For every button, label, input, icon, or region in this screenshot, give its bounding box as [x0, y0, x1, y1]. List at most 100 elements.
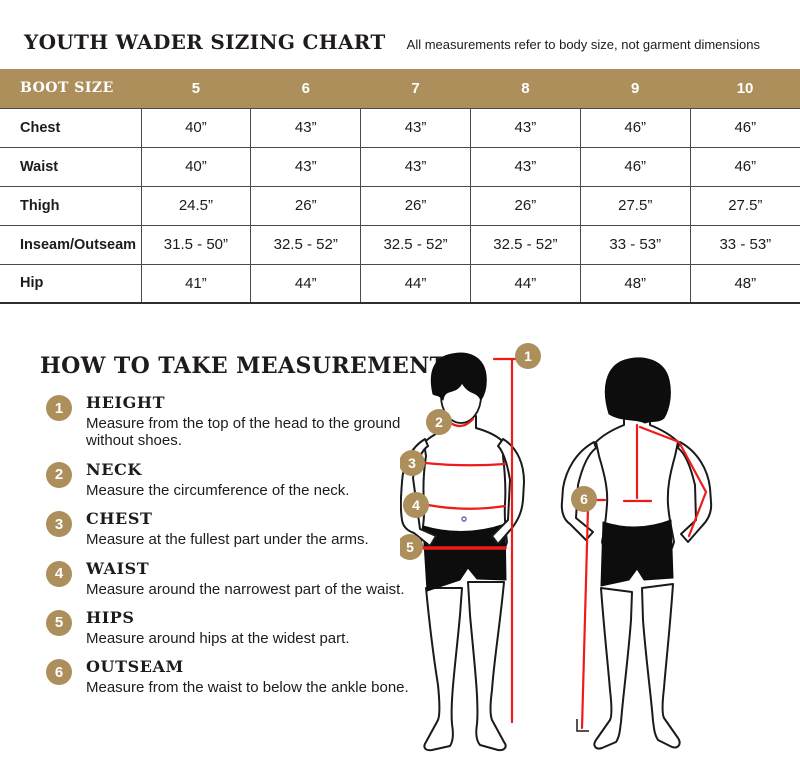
back-left-leg	[593, 587, 633, 750]
table-cell: 32.5 - 52”	[250, 224, 362, 265]
badge-number: 1	[524, 348, 532, 364]
step-number-badge-3: 3	[46, 511, 72, 538]
figures-illustration: 1 2 3 4 5 6	[400, 343, 713, 752]
badge-number: 5	[406, 539, 414, 555]
table-cell: 43”	[360, 146, 471, 187]
step-neck: 2 NECK Measure the circumference of the …	[46, 459, 438, 499]
back-hair	[604, 357, 671, 424]
table-row-waist: Waist 40” 43” 43” 43” 46” 46”	[0, 146, 800, 187]
chest-measure-line	[423, 461, 507, 467]
badge-circle	[426, 409, 452, 435]
table-cell: 43”	[469, 146, 581, 187]
badge-number: 2	[435, 414, 443, 430]
navel-mark	[461, 516, 467, 522]
table-cell: 48”	[689, 263, 800, 304]
figure-badge-5: 5	[400, 534, 423, 560]
table-cell: 46”	[579, 146, 691, 187]
step-chest: 3 CHEST Measure at the fullest part unde…	[46, 509, 438, 549]
column-header-size-8: 8	[470, 69, 581, 108]
step-description: Measure at the fullest part under the ar…	[86, 531, 369, 549]
badge-number: 4	[412, 497, 420, 513]
measurement-steps-list: 1 HEIGHT Measure from the top of the hea…	[46, 393, 438, 697]
column-header-size-6: 6	[250, 69, 361, 108]
step-title: WAIST	[86, 558, 150, 578]
table-cell: 46”	[689, 146, 800, 187]
column-header-size-10: 10	[690, 69, 800, 108]
step-number-badge-5: 5	[46, 609, 72, 636]
table-cell: 26”	[360, 185, 471, 226]
table-cell: 48”	[579, 263, 691, 304]
step-number-badge-6: 6	[46, 659, 72, 686]
back-right-leg	[641, 583, 681, 749]
badge-circle	[403, 492, 429, 518]
badge-circle	[515, 343, 541, 369]
table-cell: 44”	[250, 263, 362, 304]
figure-badge-6: 6	[571, 486, 597, 512]
row-label: Inseam/Outseam	[0, 224, 142, 265]
table-cell: 33 - 53”	[689, 224, 800, 265]
step-number-badge-2: 2	[46, 461, 72, 488]
badge-circle	[571, 486, 597, 512]
step-waist: 4 WAIST Measure around the narrowest par…	[46, 558, 438, 598]
step-outseam: 6 OUTSEAM Measure from the waist to belo…	[46, 658, 438, 696]
column-header-size-5: 5	[141, 69, 251, 108]
page-title: YOUTH WADER SIZING CHART	[24, 30, 386, 54]
back-figure-illustration	[560, 357, 713, 750]
table-cell: 46”	[689, 107, 800, 148]
step-description: Measure around the narrowest part of the…	[86, 580, 405, 598]
table-cell: 27.5”	[689, 185, 800, 226]
step-height: 1 HEIGHT Measure from the top of the hea…	[46, 393, 438, 450]
step-number-badge-1: 1	[46, 395, 72, 421]
step-description: Measure from the top of the head to the …	[86, 415, 401, 450]
measurement-figures: 1 2 3 4 5 6	[400, 330, 800, 757]
front-shorts	[422, 523, 507, 592]
front-hair	[430, 352, 487, 401]
table-cell: 43”	[469, 107, 581, 148]
back-left-arm	[560, 441, 597, 541]
step-hips: 5 HIPS Measure around hips at the widest…	[46, 608, 438, 647]
table-cell: 26”	[250, 185, 362, 226]
table-row-chest: Chest 40” 43” 43” 43” 46” 46”	[0, 107, 800, 148]
sizing-table: BOOT SIZE 5 6 7 8 9 10 Chest 40” 43” 43”…	[0, 69, 800, 304]
table-cell: 44”	[360, 263, 471, 304]
table-cell: 41”	[140, 263, 252, 304]
step-title: HEIGHT	[86, 393, 166, 412]
table-row-inseam-outseam: Inseam/Outseam 31.5 - 50” 32.5 - 52” 32.…	[0, 224, 800, 265]
front-right-arm	[491, 438, 525, 545]
shoulder-arm-measure-line	[638, 425, 708, 538]
table-cell: 27.5”	[579, 185, 691, 226]
table-cell: 32.5 - 52”	[469, 224, 581, 265]
row-label: Hip	[0, 263, 142, 304]
table-cell: 43”	[250, 146, 362, 187]
ankle-bone-mark	[576, 719, 589, 732]
figure-badge-3: 3	[400, 450, 425, 476]
section-heading: HOW TO TAKE MEASUREMENTS	[40, 353, 463, 379]
table-cell: 43”	[360, 107, 471, 148]
badge-circle	[400, 534, 423, 560]
figure-badge-1: 1	[515, 343, 541, 369]
table-cell: 31.5 - 50”	[140, 224, 252, 265]
table-cell: 43”	[250, 107, 362, 148]
step-description: Measure the circumference of the neck.	[86, 481, 350, 499]
table-cell: 40”	[140, 146, 252, 187]
step-title: CHEST	[86, 509, 153, 529]
column-header-size-7: 7	[360, 69, 471, 108]
step-title: NECK	[86, 459, 142, 479]
page-header: YOUTH WADER SIZING CHART All measurement…	[0, 0, 800, 54]
back-right-arm	[677, 441, 713, 543]
badge-number: 6	[580, 491, 588, 507]
row-label: Waist	[0, 146, 142, 187]
table-cell: 33 - 53”	[579, 224, 691, 265]
row-label: Thigh	[0, 185, 142, 226]
table-cell: 26”	[469, 185, 581, 226]
table-cell: 32.5 - 52”	[360, 224, 471, 265]
figure-badge-4: 4	[403, 492, 429, 518]
badge-number: 3	[408, 455, 416, 471]
outseam-measure-line	[580, 506, 590, 730]
waist-measure-line	[426, 503, 507, 510]
figure-badge-2: 2	[426, 409, 452, 435]
row-label: Chest	[0, 107, 142, 148]
column-header-size-9: 9	[580, 69, 691, 108]
step-description: Measure from the waist to below the ankl…	[86, 679, 409, 697]
back-shorts	[600, 519, 674, 587]
